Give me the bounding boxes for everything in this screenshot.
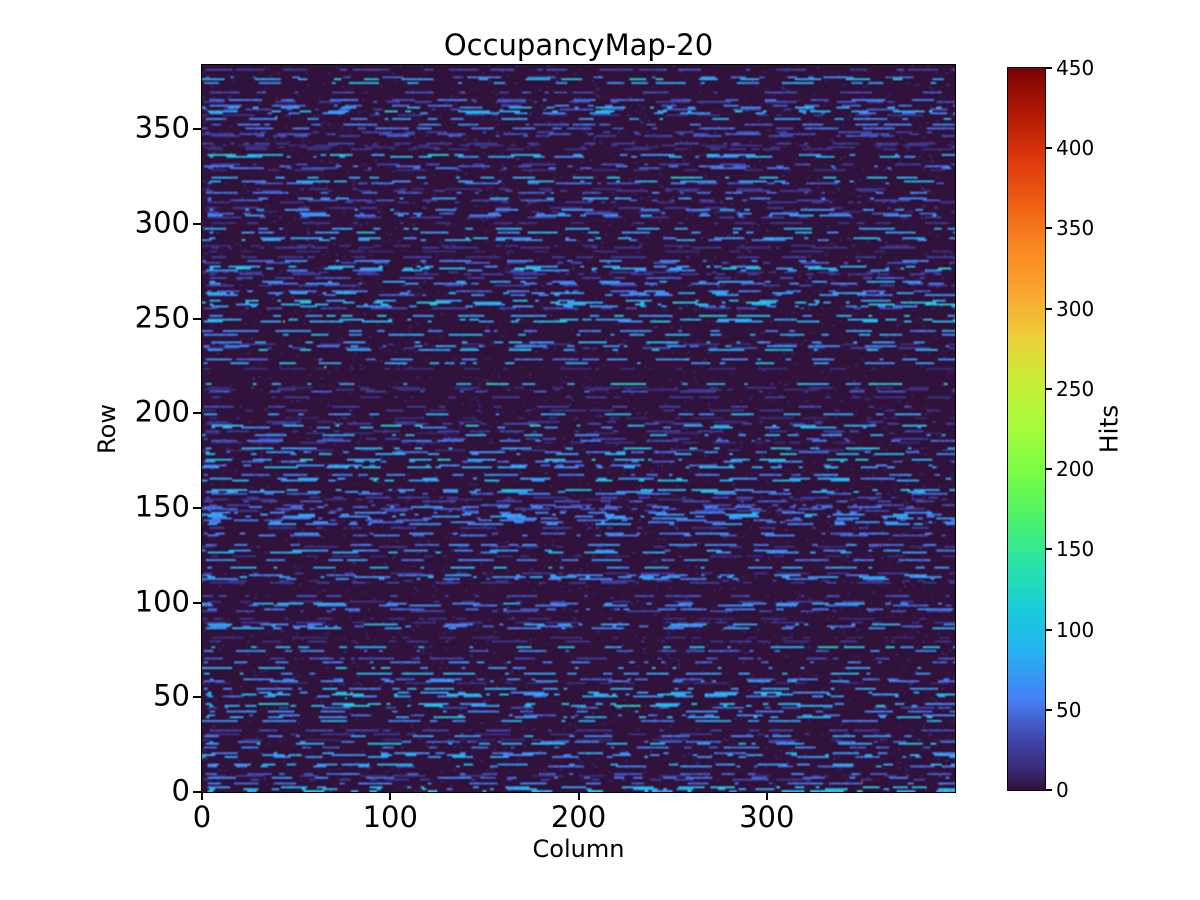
y-tick-label: 200 <box>134 394 190 429</box>
colorbar-label: Hits <box>1094 404 1124 454</box>
y-tick-label: 0 <box>171 773 190 808</box>
colorbar-tick-label: 150 <box>1056 537 1095 562</box>
colorbar <box>1007 67 1046 791</box>
colorbar-tick-label: 100 <box>1056 617 1095 642</box>
colorbar-tick-mark <box>1046 307 1052 310</box>
colorbar-tick-label: 0 <box>1056 778 1069 802</box>
colorbar-tick-mark <box>1046 387 1052 390</box>
y-tick-label: 100 <box>134 584 190 619</box>
colorbar-tick-mark <box>1046 227 1052 230</box>
colorbar-tick-mark <box>1046 147 1052 150</box>
colorbar-canvas <box>1008 68 1045 790</box>
colorbar-tick-label: 200 <box>1056 457 1095 482</box>
colorbar-tick-mark <box>1046 789 1052 791</box>
y-tick-mark <box>193 412 201 415</box>
colorbar-tick-mark <box>1046 548 1052 551</box>
colorbar-tick-label: 50 <box>1056 697 1082 722</box>
plot-area <box>201 64 956 793</box>
x-axis-label: Column <box>532 835 625 863</box>
x-tick-mark <box>577 792 580 800</box>
y-tick-mark <box>193 791 201 793</box>
x-tick-mark <box>765 792 768 800</box>
colorbar-tick-label: 250 <box>1056 376 1095 401</box>
y-tick-mark <box>193 507 201 510</box>
colorbar-tick-label: 300 <box>1056 296 1095 321</box>
colorbar-tick-label: 350 <box>1056 216 1095 241</box>
x-tick-label: 0 <box>192 800 212 834</box>
colorbar-tick-label: 400 <box>1056 136 1095 161</box>
y-tick-label: 300 <box>134 205 190 240</box>
y-tick-mark <box>193 696 201 699</box>
y-tick-label: 250 <box>134 300 190 335</box>
colorbar-tick-mark <box>1046 628 1052 631</box>
y-tick-mark <box>193 128 201 131</box>
heatmap-canvas <box>202 65 955 792</box>
x-tick-mark <box>201 792 203 800</box>
x-tick-label: 200 <box>550 800 607 834</box>
x-tick-mark <box>389 792 392 800</box>
chart-title: OccupancyMap-20 <box>443 28 714 62</box>
colorbar-tick-label: 450 <box>1056 56 1095 80</box>
y-tick-label: 150 <box>134 489 190 524</box>
x-tick-label: 300 <box>739 800 795 834</box>
colorbar-tick-mark <box>1046 468 1052 471</box>
colorbar-tick-mark <box>1046 708 1052 711</box>
x-tick-label: 100 <box>362 800 418 834</box>
y-axis-label: Row <box>93 404 121 454</box>
y-tick-label: 350 <box>134 110 190 145</box>
y-tick-mark <box>193 601 201 604</box>
y-tick-label: 50 <box>153 678 190 713</box>
y-tick-mark <box>193 317 201 320</box>
y-tick-mark <box>193 223 201 226</box>
colorbar-tick-mark <box>1046 67 1052 69</box>
